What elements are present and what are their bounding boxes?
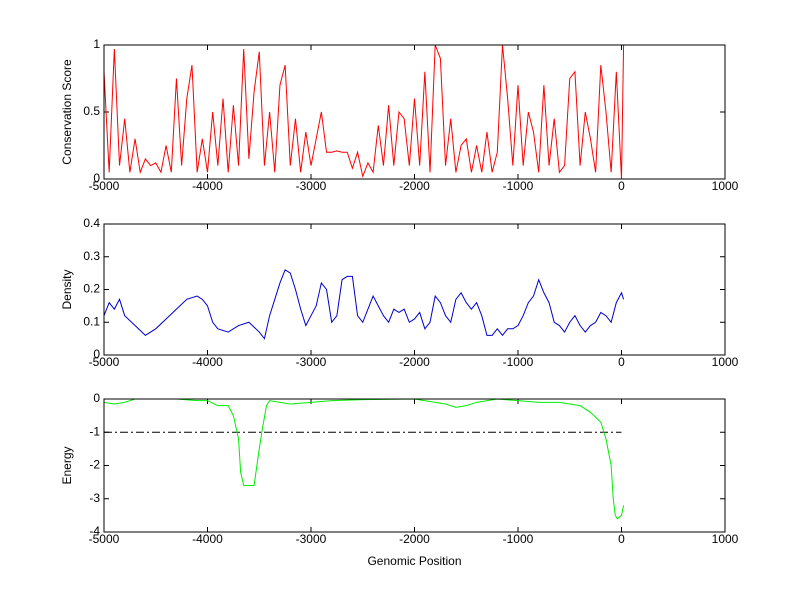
y-tick-label: 0.1 bbox=[83, 314, 100, 328]
y-tick-label: 0.3 bbox=[83, 249, 100, 263]
x-tick-label: -2000 bbox=[399, 355, 430, 369]
x-tick-label: -2000 bbox=[399, 532, 430, 546]
plot-area bbox=[104, 224, 725, 355]
axes-box bbox=[103, 223, 726, 356]
y-tick-label: -2 bbox=[89, 458, 100, 472]
x-tick-label: 1000 bbox=[712, 532, 739, 546]
x-tick-label: 0 bbox=[618, 532, 625, 546]
x-tick-label: -5000 bbox=[89, 179, 120, 193]
x-tick-label: 1000 bbox=[712, 179, 739, 193]
x-tick-label: -5000 bbox=[89, 532, 120, 546]
x-tick-label: -4000 bbox=[192, 179, 223, 193]
y-axis-label: Density bbox=[60, 269, 74, 309]
x-tick-label: 1000 bbox=[712, 355, 739, 369]
y-tick-label: -1 bbox=[89, 424, 100, 438]
y-tick-label: 0 bbox=[93, 347, 100, 361]
y-axis-label: Conservation Score bbox=[60, 59, 74, 165]
x-tick-label: -2000 bbox=[399, 179, 430, 193]
y-axis-label: Energy bbox=[60, 446, 74, 484]
plot-area bbox=[104, 399, 725, 532]
x-tick-label: -1000 bbox=[503, 355, 534, 369]
y-tick-label: 0 bbox=[93, 171, 100, 185]
x-tick-label: -4000 bbox=[192, 532, 223, 546]
y-tick-label: 0 bbox=[93, 391, 100, 405]
x-tick-label: -3000 bbox=[296, 355, 327, 369]
y-tick-label: 1 bbox=[93, 37, 100, 51]
axes-box bbox=[103, 398, 726, 533]
y-tick-label: 0.4 bbox=[83, 216, 100, 230]
x-axis-label: Genomic Position bbox=[367, 554, 461, 568]
x-tick-label: -1000 bbox=[503, 532, 534, 546]
y-tick-label: -3 bbox=[89, 491, 100, 505]
x-tick-label: -4000 bbox=[192, 355, 223, 369]
data-line bbox=[103, 44, 625, 180]
axes-box bbox=[103, 44, 726, 180]
y-tick-label: 0.2 bbox=[83, 282, 100, 296]
plot-area bbox=[104, 45, 725, 179]
x-tick-label: -5000 bbox=[89, 355, 120, 369]
x-tick-label: -3000 bbox=[296, 532, 327, 546]
data-line bbox=[103, 398, 625, 520]
y-tick-label: 0.5 bbox=[83, 104, 100, 118]
x-tick-label: -1000 bbox=[503, 179, 534, 193]
data-line bbox=[103, 269, 625, 340]
x-tick-label: 0 bbox=[618, 355, 625, 369]
x-tick-label: -3000 bbox=[296, 179, 327, 193]
y-tick-label: -4 bbox=[89, 524, 100, 538]
x-tick-label: 0 bbox=[618, 179, 625, 193]
